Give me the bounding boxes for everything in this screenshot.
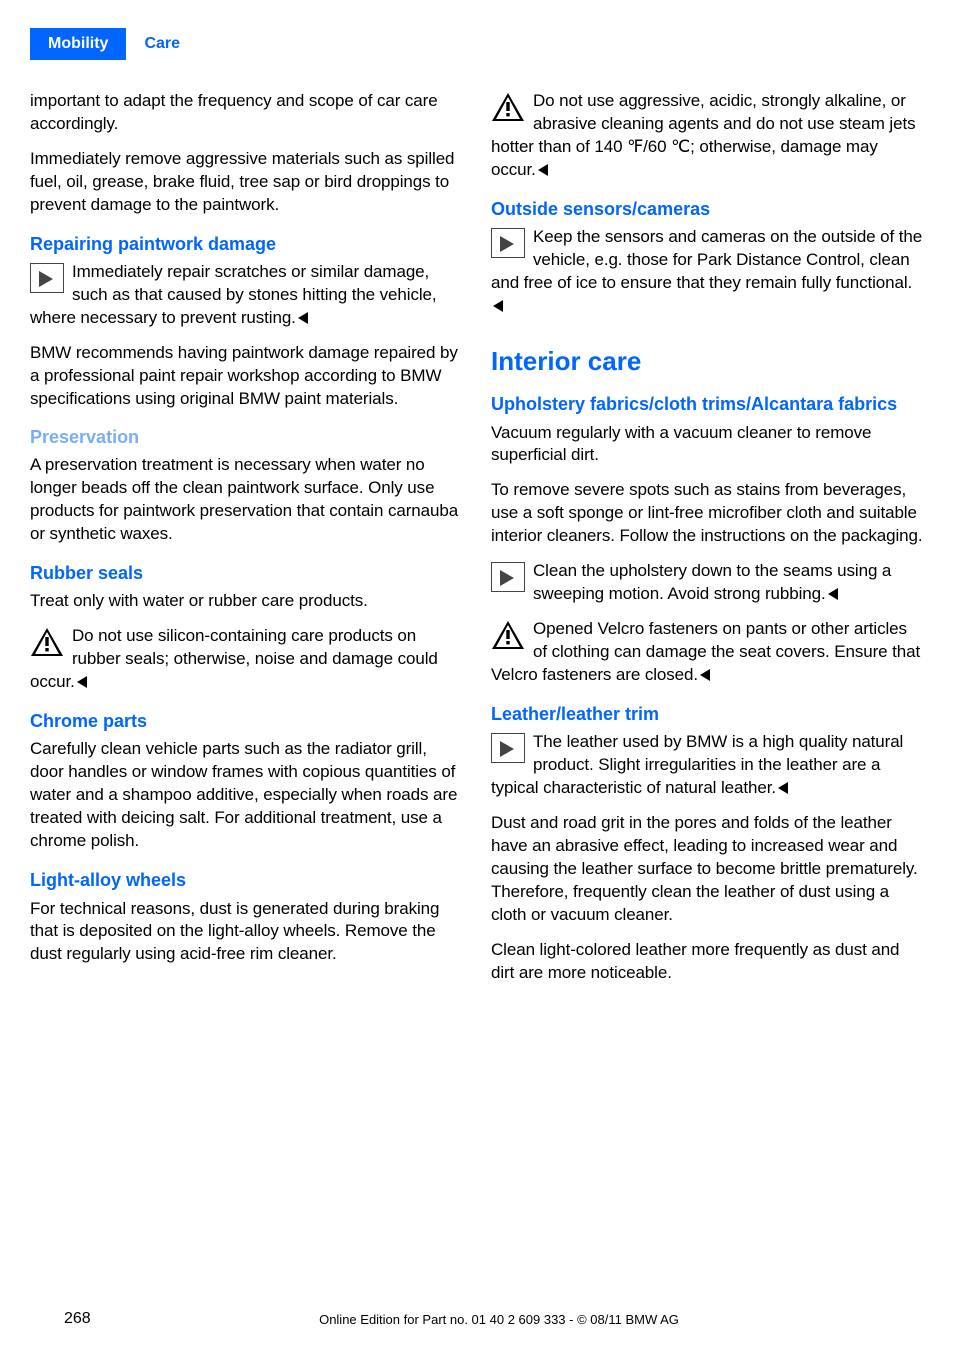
warning-block: Do not use aggressive, acidic, strongly … — [491, 90, 924, 182]
body-text: To remove severe spots such as stains fr… — [491, 479, 924, 548]
footer: 268 Online Edition for Part no. 01 40 2 … — [0, 1310, 954, 1328]
note-icon — [30, 263, 64, 293]
heading-preservation: Preservation — [30, 427, 463, 448]
end-marker-icon — [538, 164, 548, 176]
body-text: Dust and road grit in the pores and fold… — [491, 812, 924, 927]
left-column: important to adapt the frequency and sco… — [30, 90, 463, 997]
tab-mobility: Mobility — [30, 28, 126, 60]
warning-block: Do not use silicon-containing care prod­… — [30, 625, 463, 694]
heading-upholstery: Upholstery fabrics/cloth trims/Alcantara… — [491, 393, 924, 416]
note-block: The leather used by BMW is a high qualit… — [491, 731, 924, 800]
note-icon — [491, 228, 525, 258]
body-text: BMW recommends having paintwork damage r… — [30, 342, 463, 411]
end-marker-icon — [77, 676, 87, 688]
right-column: Do not use aggressive, acidic, strongly … — [491, 90, 924, 997]
note-text: Immediately repair scratches or similar … — [30, 262, 437, 327]
warning-block: Opened Velcro fasteners on pants or othe… — [491, 618, 924, 687]
heading-light-alloy-wheels: Light-alloy wheels — [30, 869, 463, 892]
body-text: Carefully clean vehicle parts such as th… — [30, 738, 463, 853]
heading-rubber-seals: Rubber seals — [30, 562, 463, 585]
heading-leather: Leather/leather trim — [491, 703, 924, 726]
note-icon — [491, 733, 525, 763]
warning-text: Do not use silicon-containing care prod­… — [30, 626, 438, 691]
note-block: Immediately repair scratches or similar … — [30, 261, 463, 330]
note-block: Keep the sensors and cameras on the outs… — [491, 226, 924, 318]
heading-interior-care: Interior care — [491, 346, 924, 377]
end-marker-icon — [778, 782, 788, 794]
body-text: A preservation treatment is necessary wh… — [30, 454, 463, 546]
warning-icon — [491, 620, 525, 650]
note-text: Keep the sensors and cameras on the outs… — [491, 227, 922, 292]
warning-icon — [30, 627, 64, 657]
page-number: 268 — [64, 1310, 124, 1328]
body-text: Clean light-colored leather more frequen… — [491, 939, 924, 985]
warning-icon — [491, 92, 525, 122]
body-text: For technical reasons, dust is generated… — [30, 898, 463, 967]
tab-care: Care — [126, 28, 198, 60]
content-columns: important to adapt the frequency and sco… — [30, 90, 924, 997]
footer-imprint: Online Edition for Part no. 01 40 2 609 … — [319, 1312, 679, 1327]
note-icon — [491, 562, 525, 592]
end-marker-icon — [298, 312, 308, 324]
header-tabs: Mobility Care — [30, 28, 198, 60]
note-block: Clean the upholstery down to the seams u… — [491, 560, 924, 606]
body-text: important to adapt the frequency and sco… — [30, 90, 463, 136]
end-marker-icon — [700, 669, 710, 681]
body-text: Vacuum regularly with a vacuum cleaner t… — [491, 422, 924, 468]
heading-outside-sensors: Outside sensors/cameras — [491, 198, 924, 221]
warning-text: Do not use aggressive, acidic, strongly … — [491, 91, 915, 179]
note-text: The leather used by BMW is a high qualit… — [491, 732, 903, 797]
heading-chrome-parts: Chrome parts — [30, 710, 463, 733]
heading-repairing-paintwork: Repairing paintwork damage — [30, 233, 463, 256]
end-marker-icon — [828, 588, 838, 600]
body-text: Immediately remove aggressive materials … — [30, 148, 463, 217]
end-marker-icon — [493, 300, 503, 312]
body-text: Treat only with water or rubber care pro… — [30, 590, 463, 613]
